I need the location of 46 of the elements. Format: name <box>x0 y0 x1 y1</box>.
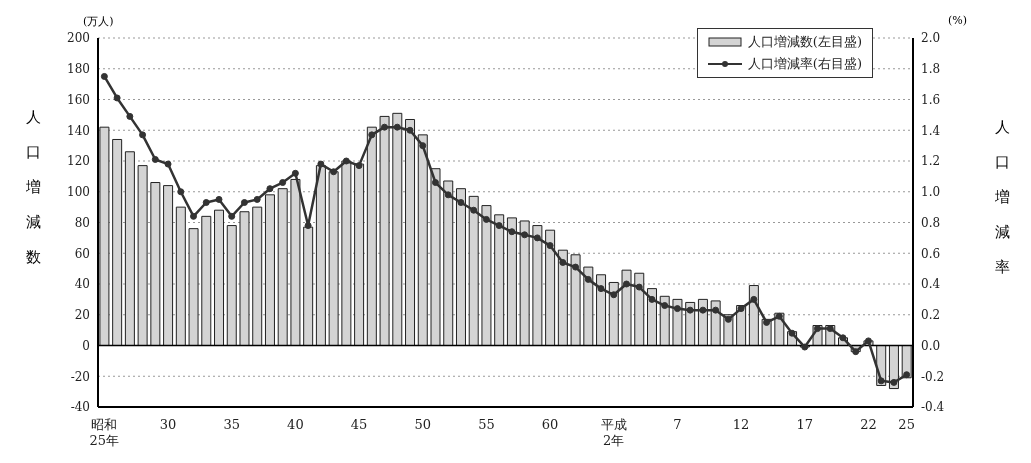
y-tick-label: 120 <box>67 154 90 169</box>
text: (%) <box>948 14 968 27</box>
y2-tick-label: 1.6 <box>921 92 941 107</box>
y-tick-label: 140 <box>67 123 90 138</box>
y2-tick-label: 1.4 <box>921 123 941 138</box>
y2-tick-label: -0.2 <box>921 369 945 384</box>
y2-tick-label: -0.4 <box>921 400 945 415</box>
y2-tick-label: 1.8 <box>921 62 941 77</box>
y-tick-label: 100 <box>67 185 90 200</box>
y2-tick-label: 0.2 <box>921 308 941 323</box>
legend-label: 人口増減率(右目盛) <box>747 55 862 73</box>
x-tick-label: 50 <box>414 417 431 432</box>
y2-tick-label: 1.0 <box>921 185 941 200</box>
text: (万人) <box>83 14 114 29</box>
legend-label: 人口増減数(左目盛) <box>747 33 862 51</box>
y2-tick-label: 1.2 <box>921 154 941 169</box>
x-tick-label: 60 <box>541 417 559 432</box>
y-tick-label: 160 <box>67 92 90 107</box>
y2-tick-label: 0.0 <box>921 338 941 353</box>
x-tick-label: 22 <box>860 417 877 432</box>
y-tick-label: 80 <box>74 215 90 230</box>
x-tick-label: 12 <box>732 417 750 432</box>
y-tick-label: 20 <box>74 308 90 323</box>
y-tick-label: -20 <box>70 369 90 384</box>
y2-axis-title: 人口増減率 <box>995 118 1010 277</box>
x-tick-label: 30 <box>159 417 177 432</box>
x-tick-label: 55 <box>478 417 495 432</box>
x-tick-label: 40 <box>287 417 304 432</box>
x-tick-label: 昭和 25年 <box>89 417 120 448</box>
y-axis-title: 人口増減数 <box>26 108 41 267</box>
x-tick-label: 45 <box>350 417 368 432</box>
x-tick-label: 17 <box>796 417 814 432</box>
y-tick-label: 200 <box>67 31 90 46</box>
y2-tick-label: 0.4 <box>921 277 941 292</box>
y-tick-label: 0 <box>82 338 90 353</box>
x-tick-label: 25 <box>898 417 915 432</box>
y-tick-label: 40 <box>74 277 90 292</box>
y2-tick-label: 2.0 <box>921 31 941 46</box>
y2-tick-label: 0.8 <box>921 215 941 230</box>
y2-tick-label: 0.6 <box>921 246 941 261</box>
y-tick-label: 180 <box>67 62 90 77</box>
x-tick-label: 平成 2年 <box>600 417 627 448</box>
x-tick-label: 35 <box>223 417 240 432</box>
x-tick-label: 7 <box>673 417 682 432</box>
y-tick-label: -40 <box>70 400 90 415</box>
y-tick-label: 60 <box>74 246 90 261</box>
